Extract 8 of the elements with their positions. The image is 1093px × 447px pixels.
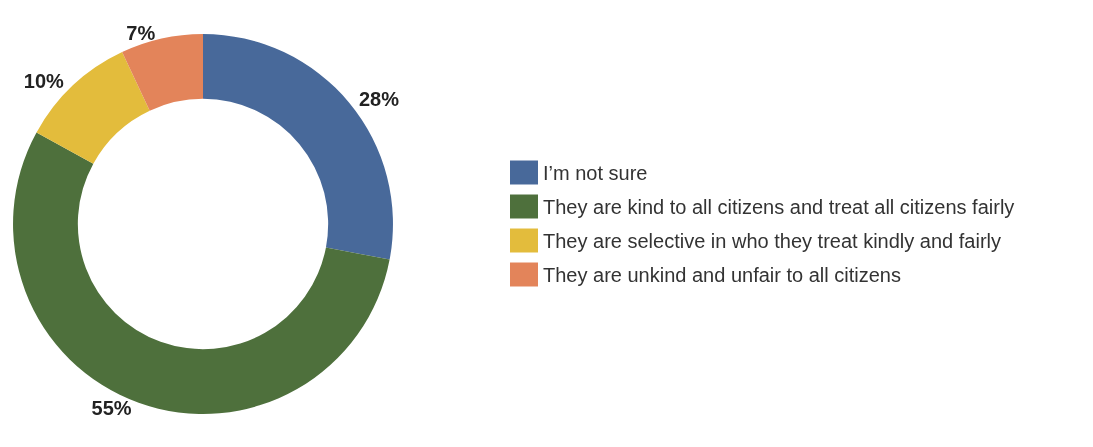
legend-label: They are selective in who they treat kindly and fairly	[543, 229, 1001, 252]
legend-label: They are kind to all citizens and treat all citizens fairly	[543, 195, 1015, 218]
legend-label: They are unkind and unfair to all citizens	[543, 263, 901, 286]
data-label: 55%	[91, 397, 132, 420]
data-label: 10%	[23, 70, 65, 93]
data-label: 28%	[359, 88, 400, 111]
legend-label: I’m not sure	[543, 161, 648, 184]
data-label: 7%	[126, 21, 156, 44]
